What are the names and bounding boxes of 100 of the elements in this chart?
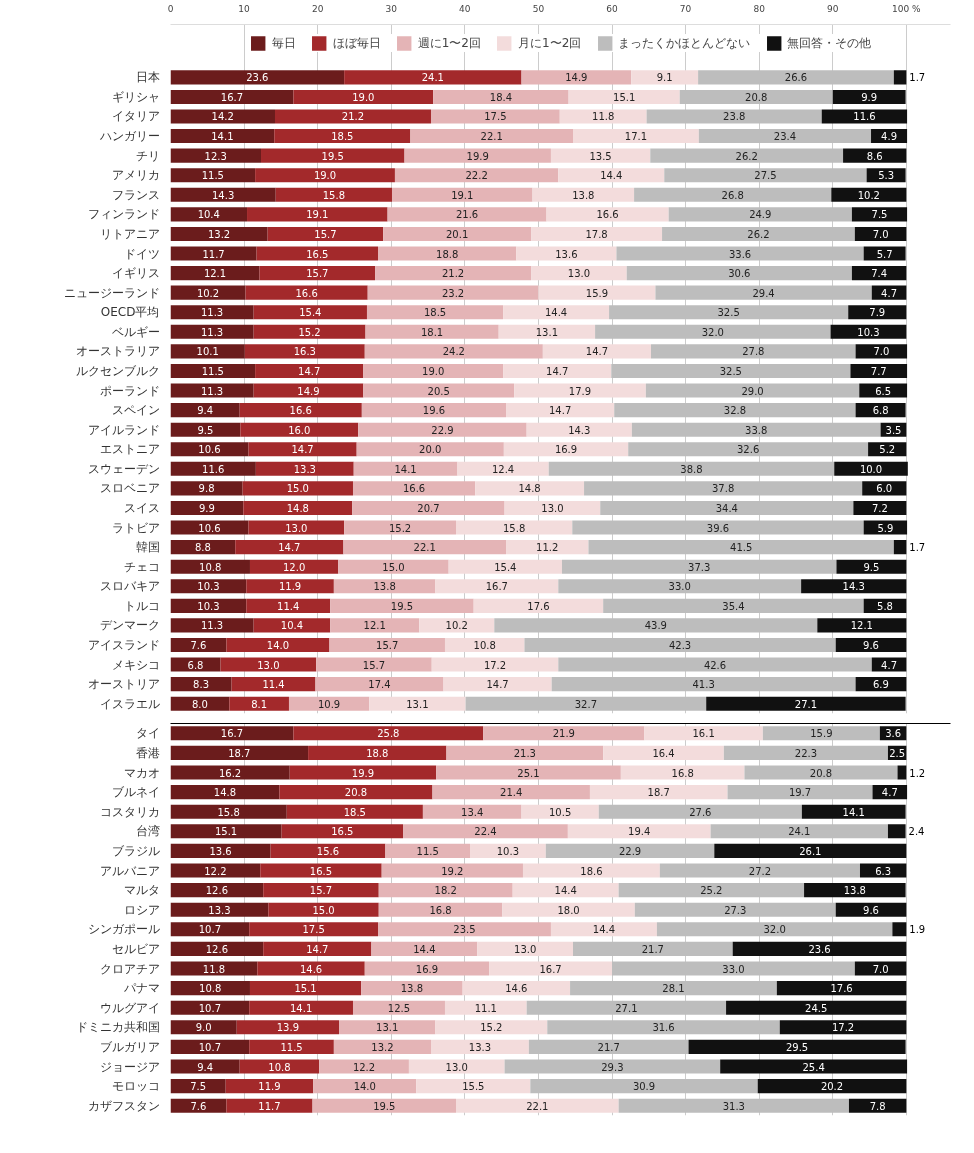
y-tick-label: ニュージーランド bbox=[63, 285, 160, 300]
bar bbox=[855, 344, 908, 359]
data-label: 10.8 bbox=[473, 639, 496, 651]
data-label: 33.8 bbox=[745, 424, 768, 436]
bar bbox=[243, 500, 353, 516]
bar bbox=[726, 1000, 907, 1015]
bar bbox=[626, 266, 852, 281]
bar bbox=[240, 422, 359, 437]
data-label: 10.8 bbox=[268, 1061, 291, 1073]
bar bbox=[383, 226, 532, 241]
data-label: 11.2 bbox=[536, 542, 559, 554]
data-label: 13.0 bbox=[285, 522, 308, 534]
bar bbox=[655, 285, 872, 300]
data-label: 15.4 bbox=[299, 307, 322, 319]
bar bbox=[804, 883, 906, 898]
data-label: 13.8 bbox=[843, 885, 866, 897]
data-label: 3.6 bbox=[885, 728, 902, 740]
bar bbox=[352, 481, 476, 496]
bar bbox=[477, 941, 574, 956]
bar bbox=[170, 226, 268, 241]
data-label: 18.5 bbox=[331, 131, 354, 143]
bar bbox=[561, 559, 837, 574]
bar bbox=[170, 745, 309, 760]
data-label: 11.7 bbox=[258, 1100, 281, 1112]
data-label: 18.8 bbox=[436, 248, 459, 260]
y-tick-label: ブラジル bbox=[111, 843, 160, 858]
data-label: 10.3 bbox=[197, 600, 220, 612]
y-tick-label: OECD平均 bbox=[100, 305, 160, 320]
bar bbox=[631, 70, 699, 85]
data-label: 11.3 bbox=[200, 307, 224, 319]
bar bbox=[274, 109, 431, 124]
bar bbox=[226, 1098, 313, 1113]
bar bbox=[570, 981, 777, 996]
data-label: 15.0 bbox=[382, 561, 405, 573]
data-label: 17.9 bbox=[568, 385, 592, 397]
bar bbox=[550, 148, 651, 163]
bar bbox=[170, 961, 258, 976]
bar bbox=[170, 1000, 250, 1015]
data-label: 14.9 bbox=[565, 72, 588, 84]
bar bbox=[170, 1059, 240, 1074]
bar bbox=[526, 422, 632, 437]
bar bbox=[170, 843, 271, 858]
bar bbox=[662, 226, 855, 241]
bar bbox=[634, 187, 832, 202]
data-label: 14.9 bbox=[297, 385, 320, 397]
data-label: 15.1 bbox=[294, 983, 317, 995]
bar bbox=[361, 403, 507, 418]
data-label: 17.2 bbox=[831, 1022, 855, 1034]
data-label: 20.8 bbox=[344, 787, 368, 799]
data-label: 13.3 bbox=[468, 1041, 492, 1053]
data-label: 15.7 bbox=[309, 885, 333, 897]
data-label: 20.8 bbox=[745, 91, 768, 103]
data-label: 21.7 bbox=[597, 1041, 620, 1053]
bar bbox=[462, 981, 571, 996]
data-label: 29.5 bbox=[785, 1041, 809, 1053]
bar bbox=[821, 109, 908, 124]
bar bbox=[502, 902, 635, 917]
bar bbox=[286, 804, 423, 819]
bar bbox=[170, 883, 264, 898]
data-label: 15.0 bbox=[312, 904, 335, 916]
y-tick-label: イタリア bbox=[111, 109, 160, 124]
bar bbox=[255, 363, 364, 378]
data-label: 5.7 bbox=[876, 248, 893, 260]
x-tick-label: 90 bbox=[827, 3, 839, 14]
data-label: 13.9 bbox=[276, 1022, 299, 1034]
data-label: 14.4 bbox=[544, 307, 568, 319]
bar bbox=[170, 941, 264, 956]
bar bbox=[170, 726, 294, 741]
data-label: 24.9 bbox=[749, 209, 772, 221]
bar bbox=[353, 461, 458, 476]
data-label: 10.0 bbox=[859, 463, 883, 475]
y-tick-label: タイ bbox=[135, 726, 160, 741]
data-label: 6.8 bbox=[872, 405, 889, 417]
data-label: 1.2 bbox=[909, 767, 926, 779]
bar bbox=[550, 922, 657, 937]
data-label: 13.1 bbox=[406, 698, 429, 710]
bar bbox=[253, 618, 331, 633]
bar bbox=[403, 824, 568, 839]
data-label: 11.9 bbox=[278, 581, 302, 593]
data-label: 19.4 bbox=[628, 826, 651, 838]
bar bbox=[170, 168, 256, 183]
data-label: 18.5 bbox=[343, 806, 366, 818]
bar bbox=[170, 109, 275, 124]
bar bbox=[834, 461, 908, 476]
data-label: 5.8 bbox=[877, 600, 893, 612]
data-label: 14.4 bbox=[600, 170, 623, 182]
data-label: 8.8 bbox=[194, 542, 211, 554]
data-label: 9.5 bbox=[863, 561, 880, 573]
data-label: 33.6 bbox=[728, 248, 752, 260]
data-label: 12.5 bbox=[387, 1002, 411, 1014]
bar bbox=[229, 696, 289, 711]
data-label: 21.2 bbox=[441, 268, 465, 280]
bar bbox=[170, 902, 269, 917]
data-label: 17.2 bbox=[483, 659, 507, 671]
y-tick-label: ポーランド bbox=[99, 383, 160, 398]
bar bbox=[584, 481, 863, 496]
data-label: 23.2 bbox=[441, 287, 465, 299]
bar bbox=[259, 266, 376, 281]
data-label: 27.1 bbox=[794, 698, 818, 710]
data-label: 11.5 bbox=[280, 1041, 303, 1053]
